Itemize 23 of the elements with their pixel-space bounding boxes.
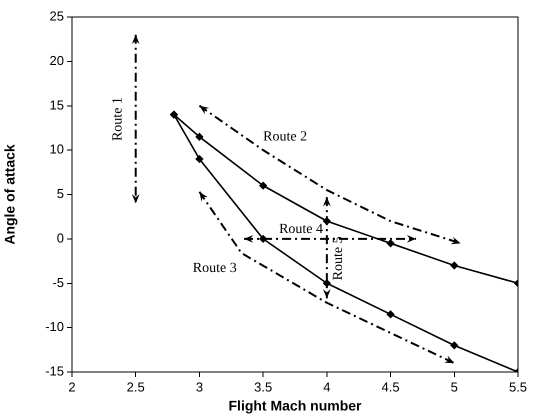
annotation: Route 4 [279,222,324,237]
x-axis-title: Flight Mach number [228,397,362,414]
x-tick-label: 2.5 [126,379,145,394]
annotation: Route 3 [192,260,237,276]
annotation: Route 1 [110,97,126,142]
y-tick-label: 25 [50,8,64,24]
x-tick-label: 3 [196,379,204,394]
y-axis-title: Angle of attack [1,144,18,245]
y-tick-label: 20 [50,52,64,68]
y-tick-label: 5 [56,186,64,202]
x-tick-label: 4 [323,379,330,394]
x-tick-label: 5 [450,379,458,394]
x-tick-label: 2 [68,379,76,394]
y-tick-label: 0 [56,230,64,246]
y-tick-label: -5 [52,274,64,290]
y-tick-label: -15 [45,364,64,379]
y-tick-label: 15 [50,97,64,112]
x-tick-label: 5.5 [508,379,528,394]
y-tick-label: 10 [50,142,64,157]
annotation: Route 2 [263,129,308,144]
x-tick-label: 4.5 [382,379,400,394]
x-tick-label: 3.5 [254,379,272,394]
y-tick-label: -10 [45,319,64,334]
